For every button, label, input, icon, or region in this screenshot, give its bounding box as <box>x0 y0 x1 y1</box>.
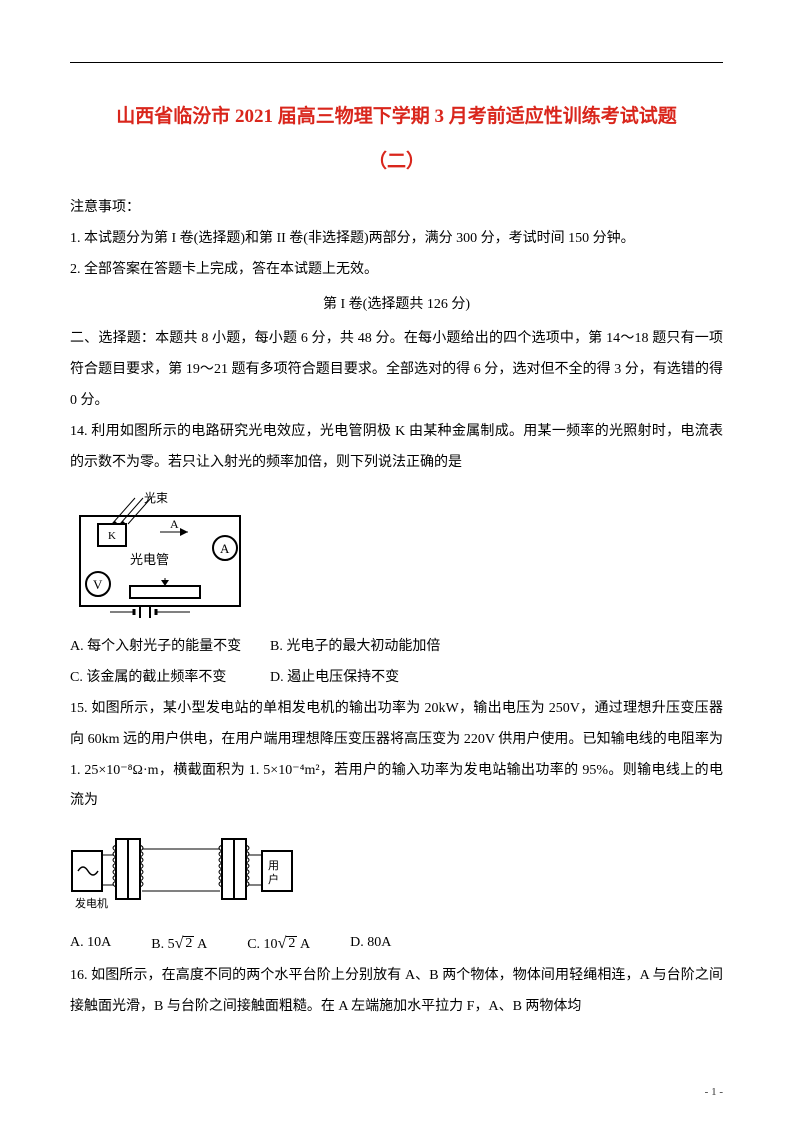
voltmeter-label: V <box>93 577 103 592</box>
question-14-text: 14. 利用如图所示的电路研究光电效应，光电管阴极 K 由某种金属制成。用某一频… <box>70 417 723 479</box>
question-14-figure: K 光束 A A 光电管 V <box>70 486 723 626</box>
q14-option-b: B. 光电子的最大初动能加倍 <box>270 632 490 663</box>
user-label-2: 户 <box>268 872 279 886</box>
page-number: - 1 - <box>705 1086 723 1098</box>
q15-option-c: C. 10√2 A <box>247 926 310 961</box>
section-instructions: 二、选择题：本题共 8 小题，每小题 6 分，共 48 分。在每小题给出的四个选… <box>70 324 723 416</box>
cathode-k-label: K <box>108 530 116 542</box>
exam-title: 山西省临汾市 2021 届高三物理下学期 3 月考前适应性训练考试试题 <box>70 100 723 134</box>
question-14-options: A. 每个入射光子的能量不变 B. 光电子的最大初动能加倍 C. 该金属的截止频… <box>70 632 723 694</box>
transformer-circuit-icon: 发电机 用 户 <box>70 825 300 915</box>
photoelectric-circuit-icon: K 光束 A A 光电管 V <box>70 486 260 621</box>
top-rule <box>70 62 723 63</box>
generator-label: 发电机 <box>75 896 108 910</box>
question-15-options: A. 10A B. 5√2 A C. 10√2 A D. 80A <box>70 926 723 961</box>
q15-option-a: A. 10A <box>70 928 111 959</box>
current-arrow-label: A <box>170 517 179 531</box>
question-15-figure: 发电机 用 户 <box>70 825 723 920</box>
question-16-text: 16. 如图所示，在高度不同的两个水平台阶上分别放有 A、B 两个物体，物体间用… <box>70 961 723 1023</box>
q15-option-d: D. 80A <box>350 928 391 959</box>
q14-option-c: C. 该金属的截止频率不变 <box>70 663 270 694</box>
notice-heading: 注意事项： <box>70 193 723 224</box>
q15-option-b: B. 5√2 A <box>151 926 207 961</box>
photocell-label: 光电管 <box>130 552 169 567</box>
q14-option-a: A. 每个入射光子的能量不变 <box>70 632 270 663</box>
section-1-label: 第 I 卷(选择题共 126 分) <box>70 290 723 321</box>
light-beam-label: 光束 <box>144 491 168 505</box>
notice-item-1: 1. 本试题分为第 I 卷(选择题)和第 II 卷(非选择题)两部分，满分 30… <box>70 224 723 255</box>
user-label-1: 用 <box>268 860 279 872</box>
question-15-text: 15. 如图所示，某小型发电站的单相发电机的输出功率为 20kW，输出电压为 2… <box>70 694 723 817</box>
exam-subtitle: （二） <box>70 146 723 173</box>
ammeter-label: A <box>220 541 230 556</box>
notice-item-2: 2. 全部答案在答题卡上完成，答在本试题上无效。 <box>70 255 723 286</box>
q14-option-d: D. 遏止电压保持不变 <box>270 663 490 694</box>
